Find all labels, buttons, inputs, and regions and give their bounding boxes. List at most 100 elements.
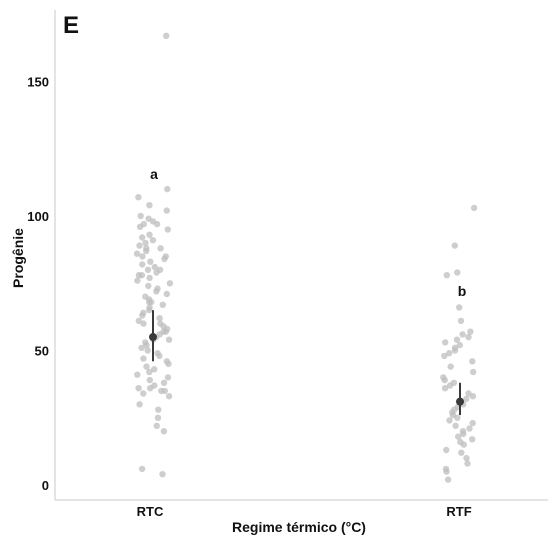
data-point-rtc-47 — [139, 312, 146, 319]
mean-point-rtf — [456, 397, 464, 406]
data-point-rtc-69 — [143, 363, 150, 370]
y-tick-label-150: 150 — [27, 75, 49, 90]
data-point-rtc-29 — [153, 269, 160, 276]
y-tick-label-100: 100 — [27, 209, 49, 224]
data-point-rtc-8 — [153, 220, 161, 228]
summary-layer — [149, 310, 464, 416]
data-point-rtf-36 — [466, 425, 473, 432]
data-point-rtc-34 — [166, 280, 174, 287]
data-point-rtf-44 — [458, 449, 465, 456]
data-point-rtc-32 — [146, 274, 153, 282]
data-point-rtc-37 — [153, 288, 160, 295]
data-point-rtc-70 — [151, 366, 158, 373]
data-point-rtf-45 — [463, 454, 470, 462]
x-tick-label-rtc: RTC — [137, 504, 164, 519]
data-point-rtc-12 — [146, 231, 153, 238]
data-point-rtc-22 — [139, 253, 146, 260]
points-layer — [133, 32, 478, 483]
y-tick-label-50: 50 — [35, 344, 49, 359]
data-point-rtc-35 — [145, 282, 152, 290]
data-point-rtf-22 — [446, 382, 454, 389]
data-point-rtc-42 — [146, 298, 153, 306]
data-point-rtc-49 — [135, 317, 142, 325]
data-point-rtc-63 — [144, 347, 151, 354]
panel-label: E — [63, 12, 79, 39]
data-point-rtf-25 — [469, 393, 477, 400]
data-point-rtf-15 — [441, 352, 448, 360]
data-point-rtc-15 — [142, 239, 149, 247]
data-point-rtc-87 — [160, 428, 168, 435]
data-point-rtc-59 — [165, 336, 173, 343]
data-point-rtf-3 — [443, 272, 450, 279]
data-point-rtf-20 — [441, 376, 448, 384]
data-point-rtc-4 — [163, 207, 170, 214]
data-point-rtc-50 — [140, 320, 147, 327]
data-point-rtc-3 — [146, 202, 153, 209]
data-point-rtc-65 — [156, 352, 163, 360]
data-point-rtf-1 — [451, 242, 458, 249]
y-axis-label: Progênie — [10, 228, 26, 288]
data-point-rtc-2 — [135, 194, 142, 201]
y-ticks: 0 50 100 150 — [27, 75, 49, 494]
data-point-rtc-84 — [155, 406, 162, 413]
data-point-rtc-82 — [165, 393, 173, 400]
data-point-rtc-23 — [161, 255, 168, 263]
data-point-rtc-19 — [143, 247, 150, 255]
data-point-rtc-80 — [161, 387, 168, 395]
data-point-rtf-6 — [467, 328, 474, 335]
data-point-rtc-88 — [138, 465, 146, 473]
data-point-rtc-62 — [138, 344, 145, 351]
data-point-rtf-18 — [470, 368, 477, 376]
data-point-rtc-71 — [146, 368, 153, 376]
data-point-rtc-73 — [164, 374, 172, 381]
data-point-rtf-13 — [451, 347, 459, 354]
data-point-rtf-8 — [465, 333, 472, 341]
data-point-rtf-23 — [441, 385, 449, 392]
x-tick-label-rtf: RTF — [446, 504, 471, 519]
data-point-rtc-17 — [157, 245, 164, 252]
data-point-rtf-46 — [464, 460, 471, 467]
data-point-rtc-61 — [143, 341, 150, 349]
x-axis-label: Regime térmico (°C) — [232, 519, 366, 535]
data-point-rtc-83 — [136, 401, 143, 408]
data-point-rtc-86 — [153, 422, 160, 429]
data-point-rtf-14 — [446, 350, 453, 357]
data-point-rtc-77 — [147, 385, 154, 392]
data-point-rtc-1 — [164, 185, 171, 193]
data-point-rtf-39 — [455, 433, 462, 440]
data-point-rtc-25 — [139, 261, 146, 268]
data-point-rtc-89 — [159, 471, 166, 478]
data-point-rtf-0 — [470, 204, 478, 212]
data-point-rtf-4 — [456, 304, 463, 311]
data-point-rtf-32 — [454, 414, 461, 421]
data-point-rtc-31 — [138, 272, 146, 279]
data-point-rtf-40 — [469, 436, 476, 443]
data-point-rtc-38 — [163, 290, 170, 298]
data-point-rtc-72 — [134, 371, 141, 378]
data-point-rtc-66 — [140, 355, 147, 362]
data-point-rtc-81 — [140, 390, 147, 397]
data-point-rtc-11 — [164, 226, 171, 233]
data-point-rtf-16 — [469, 358, 476, 365]
data-point-rtc-24 — [147, 258, 154, 265]
data-point-rtc-74 — [146, 376, 153, 384]
data-point-rtc-0 — [163, 32, 170, 39]
data-point-rtc-85 — [154, 414, 162, 421]
data-point-rtf-5 — [457, 317, 465, 325]
data-point-rtf-38 — [460, 430, 467, 438]
data-point-rtf-11 — [456, 341, 463, 349]
data-point-rtf-35 — [452, 422, 459, 429]
data-point-rtc-5 — [137, 212, 144, 220]
data-point-rtc-68 — [165, 360, 172, 368]
data-point-rtc-78 — [135, 385, 142, 392]
data-point-rtc-13 — [139, 234, 146, 241]
data-point-rtf-7 — [459, 331, 466, 338]
data-point-rtc-10 — [136, 223, 144, 230]
data-point-rtc-45 — [146, 306, 153, 314]
data-point-rtc-16 — [136, 242, 143, 249]
data-point-rtf-10 — [442, 339, 449, 346]
y-tick-label-0: 0 — [42, 478, 49, 493]
data-point-rtf-48 — [443, 468, 450, 475]
data-point-rtf-43 — [443, 446, 450, 454]
